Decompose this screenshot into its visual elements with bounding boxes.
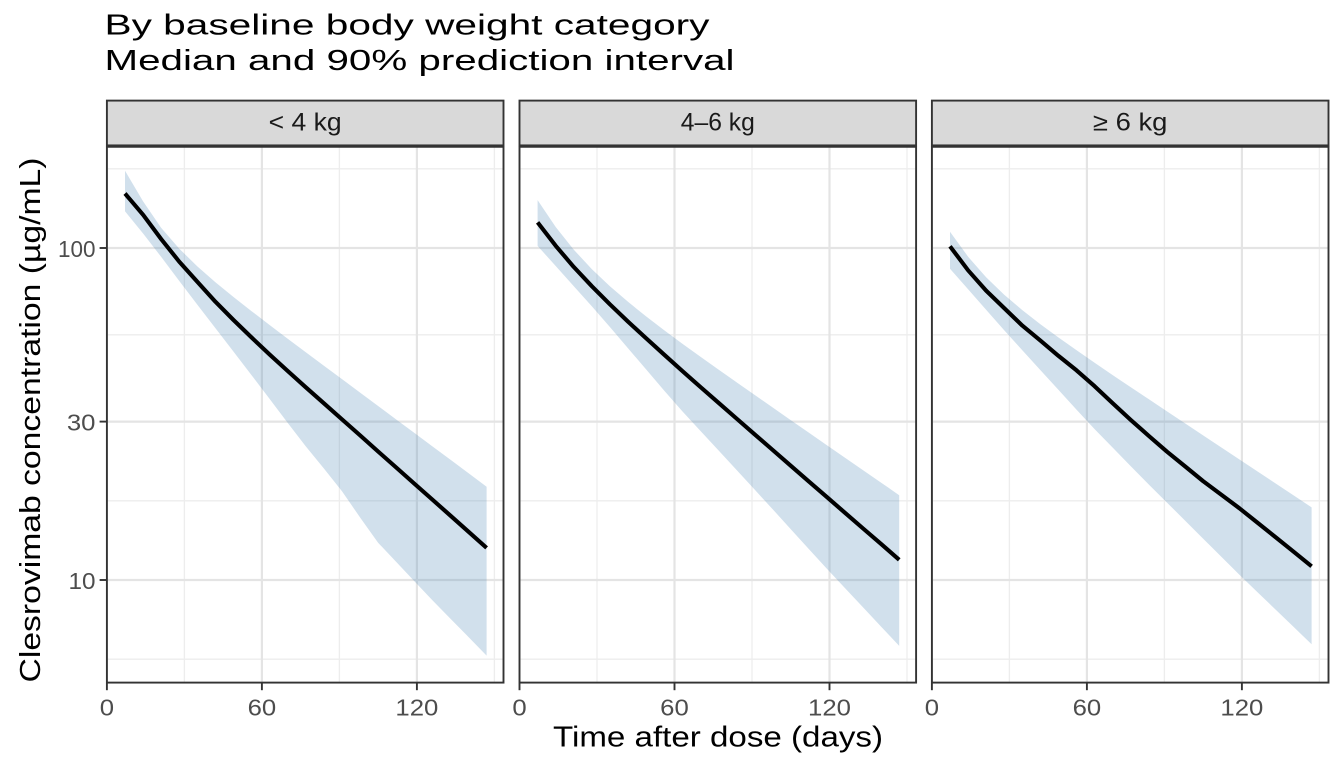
svg-text:≥ 6 kg: ≥ 6 kg [1093,109,1168,137]
svg-text:60: 60 [1073,695,1102,721]
svg-text:120: 120 [808,695,851,721]
svg-text:30: 30 [67,410,96,436]
svg-text:120: 120 [1220,695,1263,721]
svg-text:0: 0 [512,695,526,721]
svg-text:60: 60 [660,695,689,721]
svg-text:4–6 kg: 4–6 kg [681,109,755,137]
svg-text:10: 10 [69,568,96,594]
svg-text:By baseline body weight catego: By baseline body weight category [105,10,711,42]
svg-text:0: 0 [100,695,114,721]
svg-text:< 4 kg: < 4 kg [269,109,342,137]
svg-text:Clesrovimab concentration (µg/: Clesrovimab concentration (µg/mL) [15,158,47,683]
svg-text:120: 120 [395,695,438,721]
svg-text:60: 60 [248,695,277,721]
svg-text:Median and 90% prediction inte: Median and 90% prediction interval [105,45,735,77]
svg-text:Time after dose (days): Time after dose (days) [553,721,883,753]
svg-text:100: 100 [58,236,96,262]
svg-text:0: 0 [925,695,939,721]
